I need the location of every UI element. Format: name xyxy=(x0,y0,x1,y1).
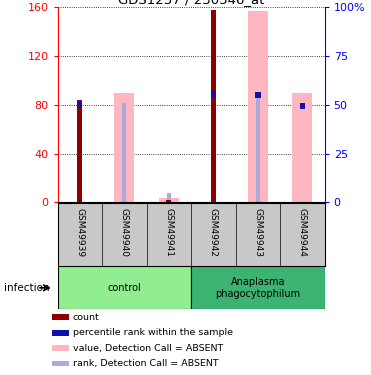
Bar xyxy=(211,91,216,97)
Bar xyxy=(122,102,127,202)
Text: control: control xyxy=(108,283,141,293)
Text: GSM49939: GSM49939 xyxy=(75,208,84,257)
Bar xyxy=(248,11,268,202)
Bar xyxy=(58,266,191,309)
Bar xyxy=(300,103,305,109)
Bar xyxy=(77,100,82,202)
Text: GSM49943: GSM49943 xyxy=(253,208,262,256)
Bar xyxy=(256,95,260,202)
Bar xyxy=(167,193,171,202)
Bar xyxy=(191,266,325,309)
Text: infection: infection xyxy=(4,283,49,293)
Bar xyxy=(211,10,216,202)
Bar xyxy=(292,93,312,202)
Bar xyxy=(159,198,179,202)
Text: Anaplasma
phagocytophilum: Anaplasma phagocytophilum xyxy=(215,277,301,298)
Bar xyxy=(52,360,69,366)
Bar xyxy=(52,345,69,351)
Text: count: count xyxy=(73,313,100,322)
Text: percentile rank within the sample: percentile rank within the sample xyxy=(73,328,233,337)
Bar xyxy=(114,93,134,202)
Text: rank, Detection Call = ABSENT: rank, Detection Call = ABSENT xyxy=(73,359,219,368)
Text: GSM49942: GSM49942 xyxy=(209,208,218,256)
Bar xyxy=(166,200,171,202)
Bar xyxy=(77,102,82,108)
Text: GSM49944: GSM49944 xyxy=(298,208,307,256)
Bar xyxy=(255,92,260,98)
Text: value, Detection Call = ABSENT: value, Detection Call = ABSENT xyxy=(73,344,223,352)
Title: GDS1237 / 230546_at: GDS1237 / 230546_at xyxy=(118,0,264,6)
Text: GSM49941: GSM49941 xyxy=(164,208,173,256)
Bar xyxy=(52,330,69,336)
Text: GSM49940: GSM49940 xyxy=(120,208,129,256)
Bar xyxy=(52,314,69,320)
